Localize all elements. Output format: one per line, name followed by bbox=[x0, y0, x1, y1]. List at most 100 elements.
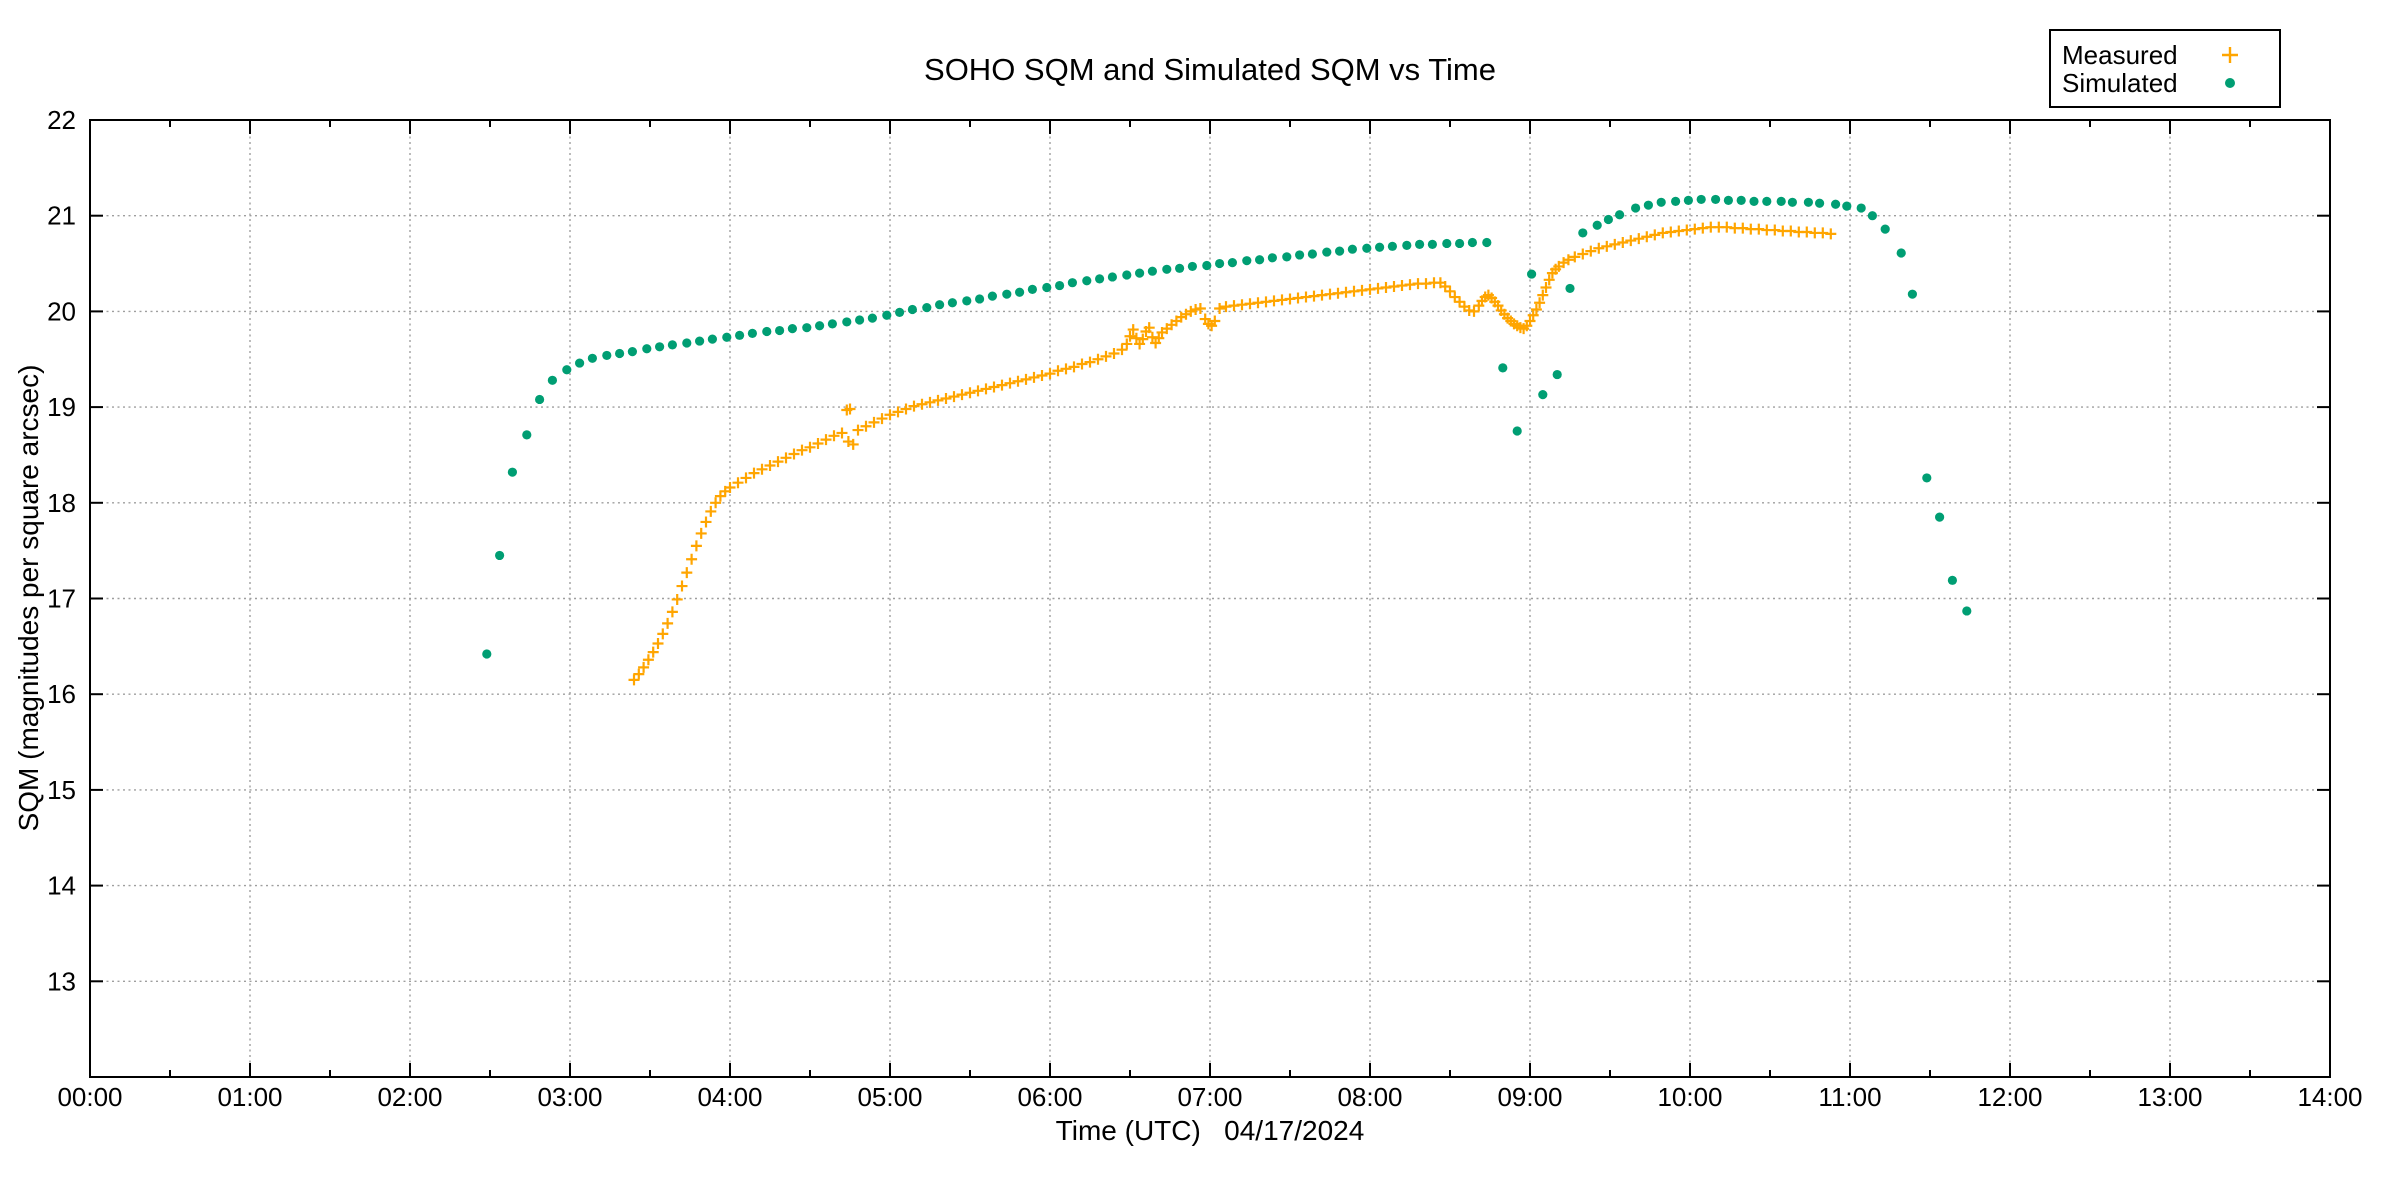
legend-label-simulated: Simulated bbox=[2062, 68, 2178, 98]
measured-point bbox=[740, 472, 752, 484]
measured-point bbox=[1124, 330, 1136, 342]
measured-point bbox=[964, 387, 976, 399]
plot-border bbox=[89, 119, 2331, 1078]
simulated-point bbox=[1896, 248, 1906, 258]
simulated-point bbox=[975, 294, 985, 304]
measured-point bbox=[1084, 356, 1096, 368]
measured-point bbox=[686, 553, 698, 565]
measured-point bbox=[676, 580, 688, 592]
simulated-point bbox=[1082, 276, 1092, 286]
simulated-point bbox=[1671, 196, 1681, 206]
measured-point bbox=[764, 459, 776, 471]
simulated-point bbox=[987, 291, 998, 301]
measured-point bbox=[642, 654, 654, 666]
measured-point bbox=[1036, 370, 1048, 382]
legend-box bbox=[2049, 29, 2281, 108]
simulated-point bbox=[1643, 200, 1653, 210]
measured-point bbox=[1121, 338, 1133, 350]
grid-lines bbox=[90, 120, 2330, 1077]
measured-point bbox=[1439, 281, 1451, 293]
x-tick-label: 12:00 bbox=[1977, 1082, 2042, 1112]
simulated-point bbox=[747, 328, 758, 339]
measured-point bbox=[1468, 305, 1480, 317]
simulated-point bbox=[855, 315, 865, 325]
measured-point bbox=[980, 383, 992, 395]
simulated-point bbox=[1615, 210, 1625, 220]
simulated-point bbox=[1736, 195, 1746, 205]
measured-point bbox=[1044, 368, 1056, 380]
measured-point bbox=[1153, 332, 1165, 344]
x-tick-label: 00:00 bbox=[57, 1082, 122, 1112]
x-tick-label: 03:00 bbox=[537, 1082, 602, 1112]
measured-point bbox=[1454, 296, 1466, 308]
simulated-point bbox=[1175, 263, 1185, 273]
simulated-point bbox=[1215, 258, 1225, 269]
simulated-point bbox=[1482, 237, 1492, 248]
simulated-point bbox=[1947, 575, 1957, 585]
measured-point bbox=[652, 637, 664, 649]
simulated-point bbox=[1578, 228, 1588, 238]
measured-point bbox=[1444, 285, 1456, 297]
simulated-point bbox=[815, 321, 825, 331]
simulated-point bbox=[1856, 203, 1866, 213]
simulated-point bbox=[1787, 197, 1797, 207]
simulated-point bbox=[1387, 241, 1397, 251]
x-tick-label: 13:00 bbox=[2137, 1082, 2202, 1112]
measured-point bbox=[1020, 373, 1032, 385]
measured-point bbox=[884, 409, 896, 421]
simulated-point bbox=[682, 338, 692, 348]
y-tick-label: 18 bbox=[47, 488, 76, 518]
simulated-point bbox=[1282, 252, 1292, 262]
simulated-point bbox=[842, 317, 852, 327]
simulated-point bbox=[1427, 239, 1437, 250]
y-tick-label: 16 bbox=[47, 679, 76, 709]
simulated-point bbox=[1498, 363, 1508, 373]
measured-point bbox=[1068, 361, 1080, 373]
measured-point bbox=[1116, 344, 1128, 356]
simulated-point bbox=[1267, 253, 1277, 263]
measured-point bbox=[996, 379, 1008, 391]
measured-point bbox=[1052, 365, 1064, 377]
simulated-point bbox=[507, 467, 517, 477]
simulated-point bbox=[1227, 257, 1237, 268]
simulated-point bbox=[1723, 195, 1733, 205]
measured-point bbox=[732, 477, 744, 489]
x-tick-label: 10:00 bbox=[1657, 1082, 1722, 1112]
measured-point bbox=[1004, 377, 1016, 389]
simulated-point bbox=[1631, 203, 1641, 213]
simulated-points bbox=[482, 194, 1972, 659]
measured-point bbox=[1137, 333, 1149, 345]
measured-point bbox=[662, 617, 674, 629]
simulated-point bbox=[1055, 280, 1065, 291]
simulated-point bbox=[1335, 246, 1345, 256]
measured-point bbox=[1609, 238, 1621, 250]
simulated-point bbox=[1776, 196, 1786, 206]
x-tick-label: 11:00 bbox=[1818, 1082, 1881, 1112]
measured-point bbox=[1092, 353, 1104, 365]
measured-point bbox=[772, 456, 784, 468]
measured-point bbox=[1625, 235, 1637, 247]
simulated-point bbox=[1375, 242, 1385, 252]
simulated-point bbox=[1455, 238, 1465, 249]
measured-point bbox=[932, 394, 944, 406]
measured-points bbox=[628, 221, 1837, 686]
chart-title: SOHO SQM and Simulated SQM vs Time bbox=[924, 52, 1496, 87]
simulated-point bbox=[867, 313, 878, 323]
measured-point bbox=[695, 527, 707, 539]
simulated-point bbox=[587, 353, 598, 363]
measured-point bbox=[705, 505, 717, 517]
simulated-point bbox=[1187, 261, 1197, 272]
simulated-point bbox=[802, 323, 812, 333]
simulated-point bbox=[1538, 390, 1548, 400]
simulated-point bbox=[1362, 243, 1372, 253]
measured-point bbox=[836, 427, 848, 439]
x-tick-label: 04:00 bbox=[697, 1082, 762, 1112]
x-tick-label: 05:00 bbox=[857, 1082, 922, 1112]
simulated-point bbox=[922, 302, 932, 313]
measured-point bbox=[1449, 291, 1461, 303]
simulated-point bbox=[1307, 249, 1317, 259]
measured-point bbox=[756, 463, 768, 475]
y-tick-label: 15 bbox=[47, 775, 76, 805]
simulated-point bbox=[1027, 284, 1037, 294]
